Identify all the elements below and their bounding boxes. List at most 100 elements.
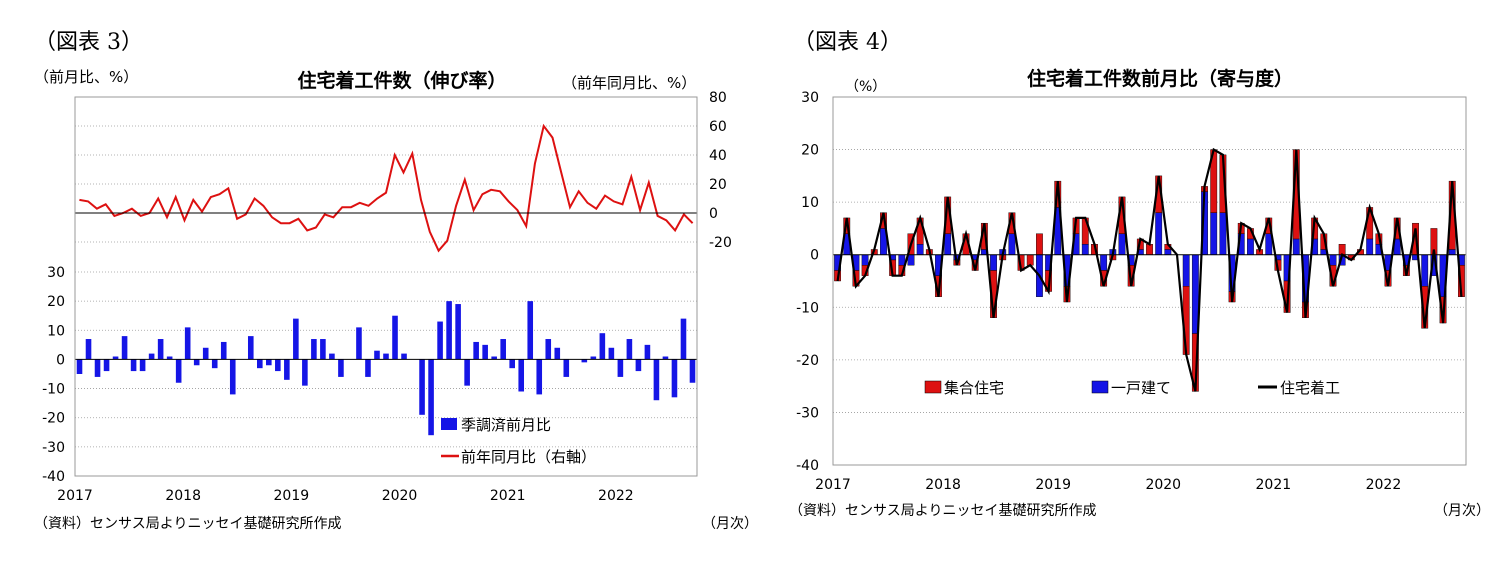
bar-multi-family [1357, 249, 1364, 255]
bar-multi-family [898, 265, 906, 276]
bar-mom [401, 353, 407, 360]
bar-mom [446, 301, 452, 360]
x-unit-label: （月次） [1434, 503, 1490, 519]
bar-multi-family [1256, 249, 1263, 255]
bar-single-family [1054, 207, 1062, 255]
bar-mom [590, 356, 597, 360]
bar-mom [392, 315, 398, 360]
legend-label-line: 前年同月比（右軸） [461, 448, 596, 466]
bar-mom [599, 333, 606, 360]
right-tick-label: 0 [709, 206, 718, 222]
bar-single-family [1201, 191, 1208, 255]
legend-label-bar: 季調済前月比 [461, 416, 551, 434]
bar-multi-family [889, 259, 897, 276]
bar-multi-family [843, 217, 851, 234]
bar-multi-family [1430, 228, 1438, 255]
bar-single-family [1384, 254, 1392, 271]
x-tick-label: 2021 [490, 488, 526, 504]
bar-single-family [852, 254, 860, 271]
legend-label-total: 住宅着工 [1280, 379, 1340, 397]
x-tick-label: 2022 [1366, 477, 1402, 493]
bar-multi-family [1274, 259, 1282, 271]
bar-mom [662, 356, 669, 360]
chart-housing-starts-growth: （前月比、%） 住宅着工件数（伸び率） （前年同月比、%） 80 60 40 20 0 -… [34, 68, 758, 532]
bar-multi-family [1054, 180, 1062, 208]
left-tick-label: -10 [42, 382, 65, 398]
bar-multi-family [1283, 280, 1291, 313]
line-total-starts [836, 147, 1463, 392]
bar-mom [365, 359, 371, 377]
bar-multi-family [861, 265, 869, 276]
bar-multi-family [1320, 233, 1328, 250]
bar-mom [266, 359, 272, 366]
bar-mom [518, 359, 525, 392]
bar-single-family [1366, 238, 1374, 255]
bar-multi-family [1458, 265, 1465, 297]
bar-single-family [1439, 254, 1447, 297]
bar-multi-family [1182, 286, 1190, 355]
legend-label-multi: 集合住宅 [944, 379, 1004, 397]
bar-multi-family [1347, 254, 1355, 261]
bar-multi-family [1210, 149, 1218, 213]
bar-single-family [1136, 249, 1144, 255]
bar-mom [626, 339, 633, 360]
y-tick-label: 20 [801, 143, 819, 159]
bar-single-family [1458, 254, 1465, 266]
bar-single-family [889, 254, 897, 261]
bar-multi-family [1026, 254, 1034, 266]
x-tick-label: 2018 [925, 477, 961, 493]
bar-mom [220, 341, 227, 360]
bar-mom [130, 359, 137, 372]
bar-mom [482, 344, 488, 360]
bar-mom [320, 339, 326, 360]
left-axis-label: （前月比、%） [34, 68, 138, 86]
bar-single-family [1265, 233, 1273, 255]
right-tick-label: 80 [709, 90, 727, 106]
bar-multi-family [944, 196, 952, 234]
bar-mom [374, 350, 380, 360]
figure-3-label: （図表 3） [34, 30, 143, 55]
bar-mom [148, 353, 155, 360]
bar-mom [671, 359, 678, 398]
source-note: （資料）センサス局よりニッセイ基礎研究所作成 [789, 502, 1096, 519]
bar-multi-family [880, 212, 887, 229]
bar-single-family [1155, 212, 1163, 255]
bar-multi-family [1448, 180, 1456, 250]
bar-single-family [907, 254, 915, 266]
bar-multi-family [1329, 265, 1337, 287]
bar-multi-family [870, 249, 878, 255]
bar-mom [202, 347, 209, 360]
bar-mom [437, 321, 443, 360]
bar-mom [211, 359, 218, 369]
line-yoy [79, 123, 694, 253]
bar-multi-family [1063, 286, 1071, 303]
bar-mom [455, 304, 461, 360]
bar-mom [157, 339, 164, 360]
bar-multi-family [1100, 270, 1108, 287]
bar-mom [76, 359, 83, 374]
x-tick-label: 2021 [1256, 477, 1292, 493]
bar-multi-family [1265, 217, 1273, 234]
bar-mom [257, 359, 263, 369]
bar-single-family [1393, 238, 1401, 255]
legend-swatch-single [1091, 380, 1109, 394]
bar-mom [527, 301, 534, 360]
chart-title: 住宅着工件数前月比（寄与度） [1027, 67, 1293, 90]
bar-single-family [898, 254, 906, 266]
y-tick-label: -20 [796, 353, 819, 369]
x-tick-label: 2020 [1145, 477, 1181, 493]
bar-multi-family [834, 270, 841, 282]
plot-frame [832, 96, 1467, 466]
source-note: （資料）センサス局よりニッセイ基礎研究所作成 [34, 515, 341, 532]
bar-single-family [980, 249, 988, 255]
bar-multi-family [1036, 233, 1043, 255]
bar-single-family [1210, 212, 1218, 255]
bar-mom [383, 353, 389, 360]
bar-multi-family [1072, 217, 1080, 234]
bar-single-family [1118, 233, 1126, 255]
y-tick-label: -10 [796, 300, 819, 316]
bar-multi-family [1384, 270, 1392, 287]
bar-multi-family [1311, 217, 1319, 240]
y-tick-label: -30 [796, 405, 819, 421]
bar-mom [419, 359, 425, 415]
